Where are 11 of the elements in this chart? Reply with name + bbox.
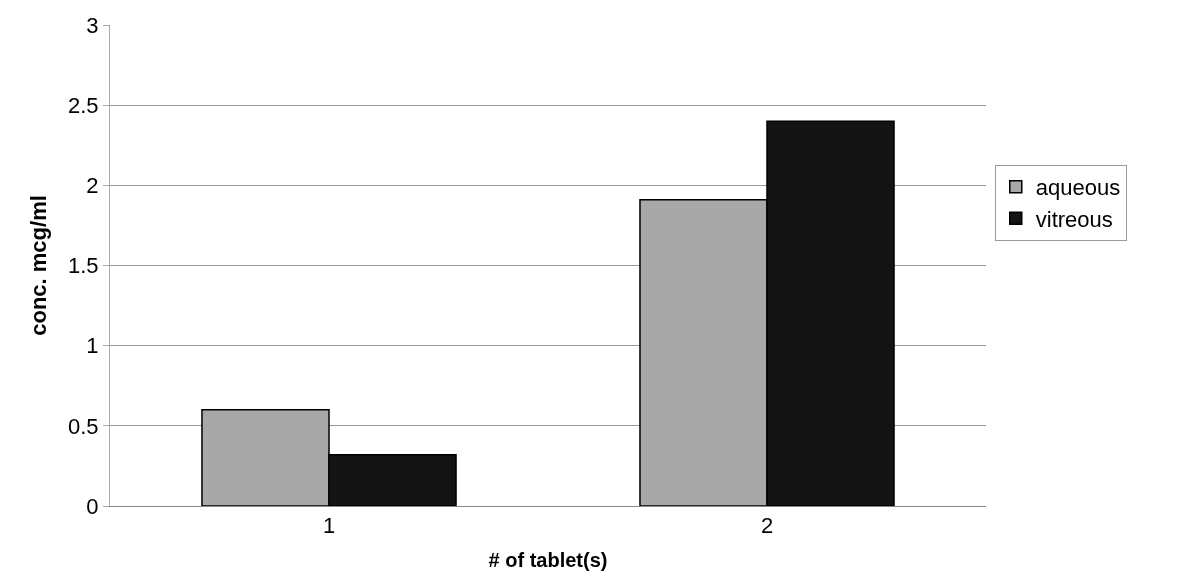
y-tick-label: 2 (86, 173, 99, 199)
y-axis-title: conc. mcg/ml (25, 195, 51, 336)
legend-label: aqueous (1035, 175, 1121, 201)
y-tick-label: 0.5 (68, 413, 99, 439)
y-tick-label: 3 (86, 12, 99, 38)
legend-label: vitreous (1035, 206, 1113, 232)
y-tick-label: 1.5 (68, 253, 99, 279)
y-tick-label: 1 (86, 333, 99, 359)
x-axis-title: # of tablet(s) (488, 548, 608, 571)
y-tick-label: 2.5 (68, 92, 99, 118)
y-tick-label: 0 (86, 493, 99, 519)
